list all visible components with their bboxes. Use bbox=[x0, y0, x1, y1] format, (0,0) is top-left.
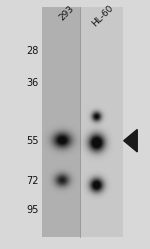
Text: 95: 95 bbox=[27, 205, 39, 215]
Text: HL-60: HL-60 bbox=[90, 4, 115, 29]
Text: 36: 36 bbox=[27, 78, 39, 88]
Text: 293: 293 bbox=[58, 4, 76, 22]
Bar bbox=[80, 7, 123, 237]
Text: 28: 28 bbox=[27, 46, 39, 56]
Text: 72: 72 bbox=[27, 176, 39, 186]
Text: 55: 55 bbox=[27, 136, 39, 146]
Bar bbox=[42, 7, 80, 237]
Polygon shape bbox=[124, 129, 137, 152]
